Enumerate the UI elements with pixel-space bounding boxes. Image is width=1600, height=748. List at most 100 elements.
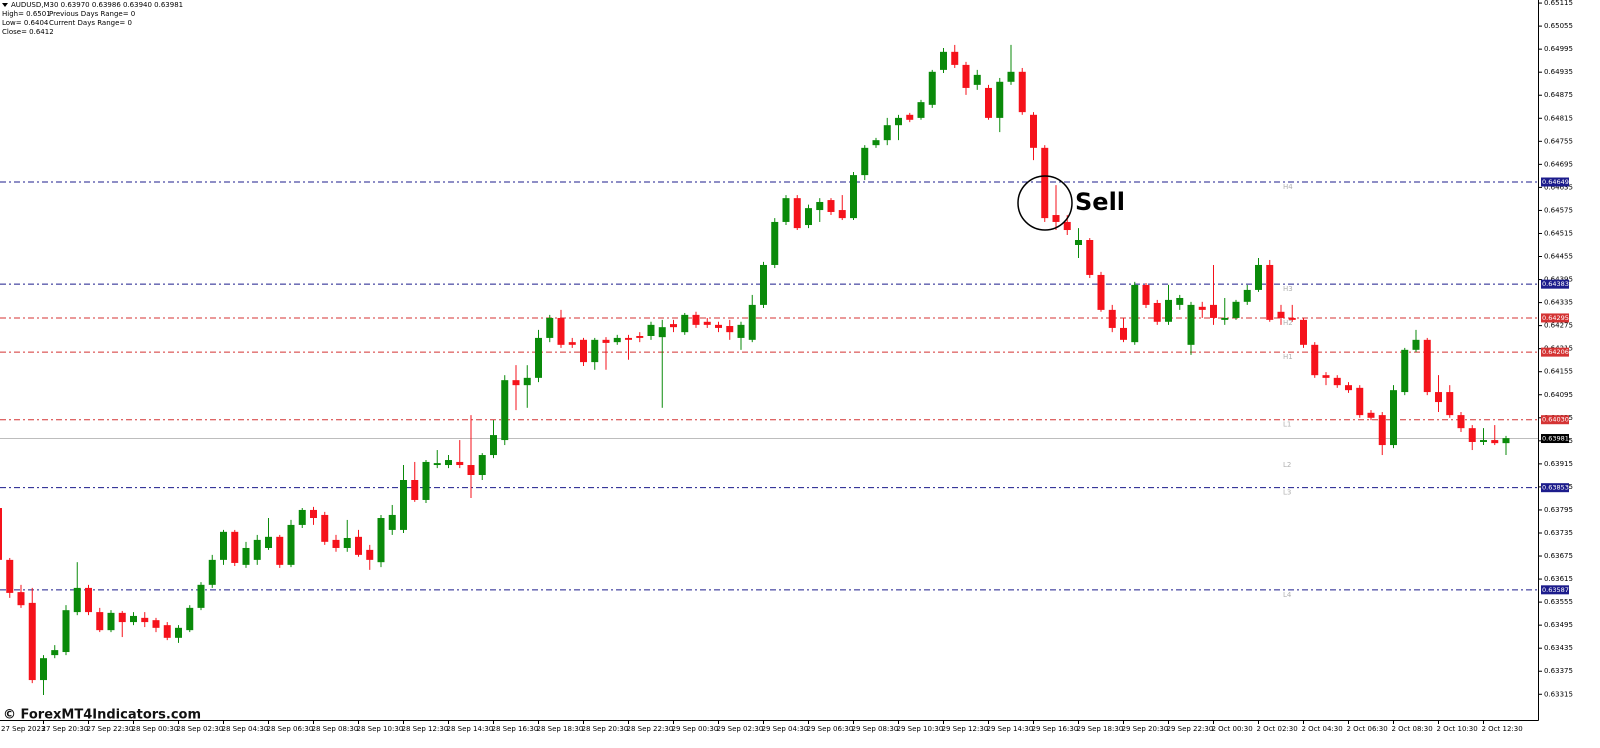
candle-body (1165, 299, 1172, 322)
level-price-box (1541, 279, 1569, 289)
x-tick-label: 2 Oct 08:30 (1392, 725, 1433, 733)
x-tick-label: 28 Sep 04:30 (222, 725, 269, 733)
candle-body (17, 592, 25, 606)
info-text: Previous Days Range= 0 (49, 10, 135, 18)
candle-body (940, 51, 947, 70)
candle-body (872, 140, 880, 146)
candle-body (51, 650, 59, 656)
candle-body (793, 198, 801, 229)
candle-body (1142, 284, 1150, 305)
candle-body (1468, 428, 1476, 442)
candle-body (602, 339, 610, 343)
candle-body (1367, 412, 1375, 418)
current-price-box (1541, 434, 1569, 444)
candle-body (1311, 344, 1319, 376)
candle-body (917, 102, 925, 118)
candle-body (1041, 147, 1049, 219)
candle-body (580, 339, 587, 363)
x-tick-label: 2 Oct 04:30 (1302, 725, 1343, 733)
candle-body (253, 539, 261, 560)
candle-body (310, 509, 317, 519)
candle-body (895, 117, 902, 126)
y-tick-label: 0.65115 (1544, 0, 1573, 7)
level-label: H2 (1283, 319, 1293, 327)
x-tick-label: 2 Oct 10:30 (1437, 725, 1478, 733)
candle-body (276, 536, 284, 565)
y-tick-label: 0.64335 (1544, 299, 1573, 307)
candle-body (478, 455, 486, 476)
candle-body (6, 559, 14, 593)
candle-body (591, 339, 599, 363)
candle-body (883, 125, 891, 141)
x-tick-label: 27 Sep 22:30 (87, 725, 134, 733)
x-tick-label: 28 Sep 12:30 (402, 725, 449, 733)
candle-body (1052, 215, 1060, 222)
candle-body (737, 324, 745, 338)
candle-body (422, 461, 430, 500)
candle-body (1401, 349, 1409, 393)
candle-body (748, 304, 756, 340)
candle-body (96, 612, 104, 631)
candle-body (242, 547, 250, 565)
candle-body (152, 620, 160, 628)
candle-body (512, 380, 520, 386)
x-tick-label: 29 Sep 10:30 (897, 725, 944, 733)
candle-body (535, 337, 542, 378)
x-tick-label: 28 Sep 06:30 (267, 725, 314, 733)
candle-body (1502, 438, 1510, 444)
candle-body (220, 531, 227, 560)
candle-body (827, 200, 835, 212)
annotation-circle (1017, 175, 1073, 231)
level-price-label: 0.63587 (1542, 586, 1569, 594)
candle-body (400, 480, 407, 530)
x-tick-label: 28 Sep 02:30 (177, 725, 224, 733)
y-tick-label: 0.64815 (1544, 114, 1573, 122)
y-tick-label: 0.63795 (1544, 506, 1573, 514)
x-tick-label: 29 Sep 22:30 (1167, 725, 1214, 733)
candle-body (40, 658, 47, 681)
candle-body (962, 64, 970, 88)
candle-body (1097, 274, 1105, 310)
candle-body (265, 536, 272, 548)
candle-body (1345, 385, 1352, 391)
candle-body (647, 324, 655, 336)
candle-body (321, 514, 329, 542)
candle-body (1232, 301, 1240, 318)
candle-body (1176, 297, 1184, 305)
candle-body (850, 175, 857, 219)
candle-body (62, 610, 70, 653)
candle-body (1120, 327, 1127, 340)
candle-body (1423, 339, 1431, 393)
annotation: Sell (1075, 188, 1125, 216)
candle-body (1018, 71, 1026, 113)
candle-body (1075, 240, 1082, 245)
candle-body (658, 327, 666, 338)
x-tick-label: 28 Sep 08:30 (312, 725, 359, 733)
candle-body (1243, 289, 1251, 302)
candle-body (1333, 377, 1341, 386)
candle-body (1131, 284, 1139, 343)
x-tick-label: 27 Sep 2023 (1, 725, 45, 733)
candle-body (1446, 392, 1454, 416)
candle-body (28, 602, 36, 681)
candle-body (805, 208, 812, 226)
x-tick-label: 28 Sep 16:30 (492, 725, 539, 733)
candle-body (1198, 306, 1206, 310)
x-tick-label: 29 Sep 14:30 (987, 725, 1034, 733)
x-tick-label: 29 Sep 16:30 (1032, 725, 1079, 733)
y-tick-label: 0.63555 (1544, 598, 1573, 606)
candle-body (1480, 440, 1487, 442)
x-tick-label: 28 Sep 14:30 (447, 725, 494, 733)
level-price-label: 0.64206 (1542, 348, 1569, 356)
level-price-label: 0.64383 (1542, 280, 1569, 288)
candle-body (1356, 387, 1364, 416)
candle-body (816, 201, 824, 211)
y-tick-label: 0.64455 (1544, 253, 1573, 261)
level-price-box (1541, 177, 1569, 187)
candle-body (670, 324, 677, 328)
candle-body (625, 337, 632, 340)
candle-body (1221, 317, 1229, 320)
candle-body (613, 337, 621, 343)
y-tick-label: 0.63915 (1544, 460, 1573, 468)
